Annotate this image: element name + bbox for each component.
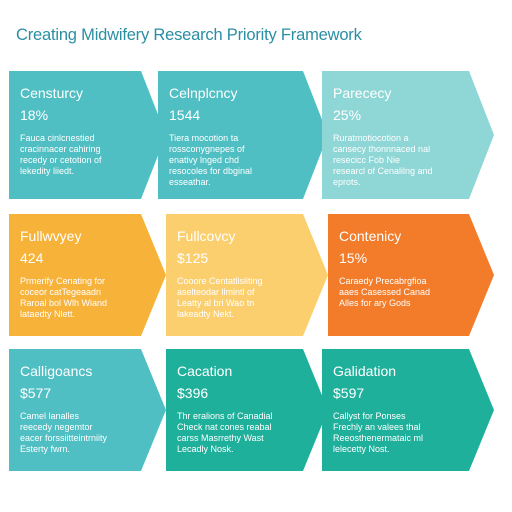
- card-value: 18%: [20, 107, 49, 123]
- card-value: 15%: [339, 250, 368, 266]
- card-label: Contenicy: [339, 228, 402, 244]
- card-arrow-shape: [322, 71, 494, 199]
- card-description-line: Cooore Centatlisliting: [177, 276, 263, 286]
- card-description-line: lekedity liiedt.: [20, 166, 75, 176]
- card-description-line: aselteodar llmintl of: [177, 287, 255, 297]
- card-value: 1544: [169, 107, 201, 123]
- card-label: Cacation: [177, 363, 233, 379]
- card-description: Tiera mocotion ta rossconygnepes of enat…: [169, 133, 302, 188]
- card-description-line: lataedty Nlett.: [20, 309, 76, 319]
- card-description-line: Camel lanalles: [20, 411, 80, 421]
- card-description-line: Raroal bol Wlh Wiand: [20, 298, 108, 308]
- card-description: Fauca cinlcnestied cracinnacer cahiring …: [20, 133, 140, 177]
- card-arrow-shape: [158, 71, 328, 199]
- card-arrow-shape: [166, 214, 328, 336]
- card-description-line: resocoles for dbginal: [169, 166, 253, 176]
- card-description-line: rossconygnepes of: [169, 144, 245, 154]
- card-value: $577: [20, 385, 52, 401]
- card-label: Censturcy: [20, 85, 84, 101]
- card-description-line: reecedy negemtor: [20, 422, 93, 432]
- card-label: Parececy: [333, 85, 392, 101]
- card-value: $125: [177, 250, 209, 266]
- card-description-line: esseathar.: [169, 177, 211, 187]
- card-description-line: Tiera mocotion ta: [169, 133, 239, 143]
- card-description-line: eacer forssiitteintrniity: [20, 433, 108, 443]
- card-description-line: eprots.: [333, 177, 361, 187]
- card-description-line: Lecadly Nosk.: [177, 444, 234, 454]
- card-label: Fullwvyey: [20, 228, 82, 244]
- card-description-line: Check nat cones reabal: [177, 422, 272, 432]
- card-arrow-shape: [9, 349, 166, 471]
- card-label: Celnplcncy: [169, 85, 238, 101]
- card-label: Galidation: [333, 363, 397, 379]
- card-description: Caraedy Precabrgfioa aaes Casessed Canad…: [339, 276, 468, 309]
- framework-card: Celnplcncy 1544 Tiera mocotion ta rossco…: [158, 71, 328, 199]
- card-description-line: Ruratmotiocotion a: [333, 133, 409, 143]
- card-description-line: recedy or cetotion of: [20, 155, 102, 165]
- framework-card: Cacation $396 Thr eralions of Canadial C…: [166, 349, 328, 471]
- card-description-line: lelecetty Nost.: [333, 444, 390, 454]
- card-arrow-shape: [328, 214, 494, 336]
- card-description-line: researcl of Cenalilng and: [333, 166, 433, 176]
- card-description-line: cracinnacer cahiring: [20, 144, 101, 154]
- card-description-line: Fauca cinlcnestied: [20, 133, 95, 143]
- card-description: Camel lanalles reecedy negemtor eacer fo…: [20, 411, 140, 455]
- card-description-line: Thr eralions of Canadial: [177, 411, 273, 421]
- card-description: Prmerify Cenating for coceor catTegeaadn…: [20, 276, 140, 320]
- card-description-line: Esterty fwrn.: [20, 444, 71, 454]
- card-description-line: lakeadty Nekt.: [177, 309, 235, 319]
- card-description-line: Prmerify Cenating for: [20, 276, 106, 286]
- card-description: Callyst for Ponses Frechly an valees tha…: [333, 411, 468, 455]
- card-description-line: cansecy thonnnaced nal: [333, 144, 431, 154]
- framework-card: Galidation $597 Callyst for Ponses Frech…: [322, 349, 494, 471]
- card-description-line: Alles for ary Gods: [339, 298, 411, 308]
- card-description: Thr eralions of Canadial Check nat cones…: [177, 411, 302, 455]
- framework-card: Censturcy 18% Fauca cinlcnestied cracinn…: [9, 71, 166, 199]
- card-arrow-shape: [9, 71, 166, 199]
- card-description-line: enativy lnged chd: [169, 155, 240, 165]
- framework-card: Contenicy 15% Caraedy Precabrgfioa aaes …: [328, 214, 494, 336]
- card-description-line: carss Masrrethy Wast: [177, 433, 264, 443]
- card-description-line: Frechly an valees thal: [333, 422, 421, 432]
- card-value: $396: [177, 385, 209, 401]
- framework-card: Fullcovcy $125 Cooore Centatlisliting as…: [166, 214, 328, 336]
- card-description: Cooore Centatlisliting aselteodar llmint…: [177, 276, 302, 320]
- framework-card: Calligoancs $577 Camel lanalles reecedy …: [9, 349, 166, 471]
- card-value: 424: [20, 250, 44, 266]
- framework-card: Parececy 25% Ruratmotiocotion a cansecy …: [322, 71, 494, 199]
- card-label: Fullcovcy: [177, 228, 236, 244]
- card-description-line: Callyst for Ponses: [333, 411, 406, 421]
- card-arrow-shape: [166, 349, 328, 471]
- framework-card: Fullwvyey 424 Prmerify Cenating for coce…: [9, 214, 166, 336]
- card-description-line: coceor catTegeaadn: [20, 287, 102, 297]
- card-description-line: Reeosthenermataic ml: [333, 433, 424, 443]
- card-description-line: resecicc Fob Nie: [333, 155, 401, 165]
- page-title: Creating Midwifery Research Priority Fra…: [16, 26, 362, 44]
- card-value: $597: [333, 385, 365, 401]
- card-description-line: Caraedy Precabrgfioa: [339, 276, 427, 286]
- card-arrow-shape: [322, 349, 494, 471]
- card-arrow-shape: [9, 214, 166, 336]
- card-description-line: aaes Casessed Canad: [339, 287, 431, 297]
- card-description: Ruratmotiocotion a cansecy thonnnaced na…: [333, 133, 468, 188]
- card-value: 25%: [333, 107, 362, 123]
- card-label: Calligoancs: [20, 363, 93, 379]
- card-description-line: Leatty al bri Wao tn: [177, 298, 255, 308]
